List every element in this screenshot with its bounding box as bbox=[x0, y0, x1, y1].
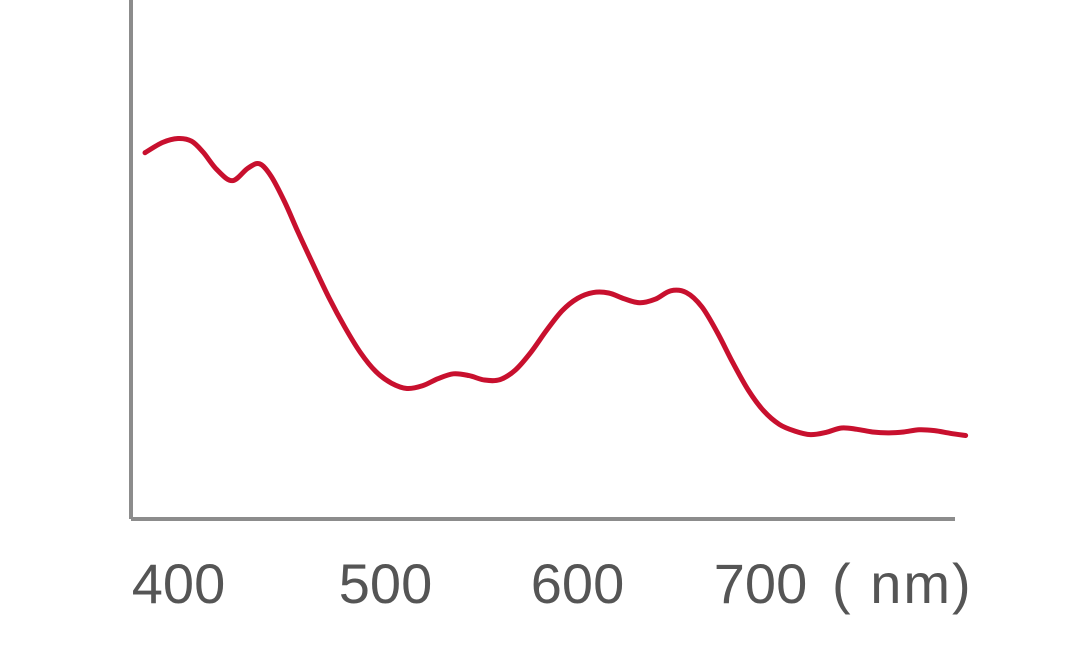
xtick-label-600: 600 bbox=[526, 551, 629, 616]
xtick-label-700: 700 bbox=[709, 551, 812, 616]
xtick-700-text: 700 bbox=[713, 552, 808, 615]
xaxis-unit-text: ( nm) bbox=[832, 552, 973, 615]
xaxis-unit-label: ( nm) bbox=[832, 551, 1032, 616]
xtick-600-text: 600 bbox=[530, 552, 625, 615]
xtick-400-text: 400 bbox=[131, 552, 226, 615]
xtick-label-500: 500 bbox=[334, 551, 437, 616]
spectrum-curve bbox=[142, 135, 969, 439]
xtick-label-400: 400 bbox=[131, 551, 226, 616]
xtick-500-text: 500 bbox=[338, 552, 433, 615]
